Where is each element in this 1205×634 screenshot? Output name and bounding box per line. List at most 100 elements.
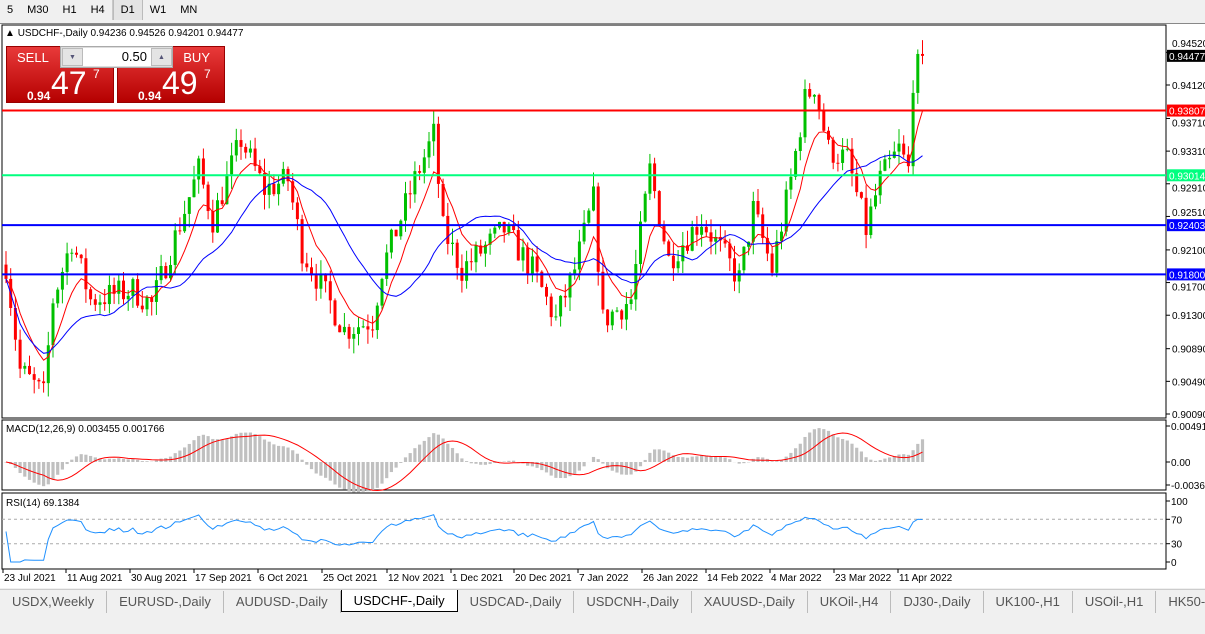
lot-size-stepper[interactable]: ▼ 0.50 ▲: [60, 46, 173, 68]
candle-body: [103, 302, 106, 304]
macd-histogram-bar: [319, 462, 322, 476]
candle: [409, 181, 412, 209]
macd-histogram-bar: [695, 456, 698, 462]
candle-body: [667, 241, 670, 255]
candle: [146, 295, 149, 316]
candle-body: [630, 299, 633, 304]
date-tick-label: 17 Sep 2021: [195, 573, 252, 584]
candle-body: [221, 200, 224, 204]
rsi-pane-frame: [2, 493, 1166, 569]
candle-body: [390, 230, 393, 253]
candle: [131, 277, 134, 307]
date-tick-label: 12 Nov 2021: [388, 573, 445, 584]
candle-body: [338, 325, 341, 332]
tab-usdcad-daily[interactable]: USDCAD-,Daily: [458, 591, 575, 613]
candle: [700, 214, 703, 246]
candle: [301, 215, 304, 272]
candle: [738, 263, 741, 293]
candle-body: [921, 54, 924, 56]
tab-audusd-daily[interactable]: AUDUSD-,Daily: [224, 591, 341, 613]
candle-body: [211, 211, 214, 232]
macd-histogram-bar: [418, 445, 421, 462]
candle-body: [860, 192, 863, 198]
price-tick-label: 0.92100: [1172, 246, 1205, 257]
macd-histogram-bar: [677, 457, 680, 462]
macd-histogram-bar: [47, 462, 50, 484]
candle: [432, 111, 435, 155]
candle: [564, 284, 567, 307]
candle: [587, 208, 590, 224]
macd-histogram-bar: [550, 462, 553, 476]
candle-body: [357, 327, 360, 334]
candle: [240, 129, 243, 159]
date-tick-label: 1 Dec 2021: [452, 573, 504, 584]
macd-histogram-bar: [183, 447, 186, 462]
rsi-tick-label: 100: [1171, 497, 1188, 508]
candle: [493, 226, 496, 238]
candle: [103, 289, 106, 311]
candle: [94, 294, 97, 311]
tab-dj30-daily[interactable]: DJ30-,Daily: [891, 591, 983, 613]
lot-size-input[interactable]: 0.50: [83, 48, 151, 66]
candle-body: [799, 137, 802, 151]
date-tick-label: 6 Oct 2021: [259, 573, 308, 584]
lot-decrease-icon[interactable]: ▼: [62, 48, 83, 66]
candle-body: [658, 191, 661, 226]
macd-histogram-bar: [545, 462, 548, 472]
tab-hk50-h1[interactable]: HK50-,H1: [1156, 591, 1205, 613]
candle: [28, 356, 31, 375]
macd-histogram-bar: [512, 461, 515, 462]
lot-increase-icon[interactable]: ▲: [151, 48, 172, 66]
date-tick-label: 11 Aug 2021: [67, 573, 123, 584]
tab-eurusd-daily[interactable]: EURUSD-,Daily: [107, 591, 224, 613]
candle-body: [808, 89, 811, 97]
macd-histogram-bar: [395, 462, 398, 468]
tab-usoil-h1[interactable]: USOil-,H1: [1073, 591, 1157, 613]
macd-histogram-bar: [380, 462, 383, 484]
candle-body: [451, 243, 454, 244]
candle: [742, 246, 745, 274]
tab-ukoil-h4[interactable]: UKOil-,H4: [808, 591, 892, 613]
macd-histogram-bar: [446, 444, 449, 462]
macd-histogram-bar: [620, 462, 623, 474]
candle-body: [80, 255, 83, 258]
macd-histogram-bar: [489, 462, 492, 464]
tab-usdcnh-daily[interactable]: USDCNH-,Daily: [574, 591, 691, 613]
macd-histogram-bar: [465, 461, 468, 462]
candle: [399, 219, 402, 239]
candle-body: [559, 296, 562, 317]
tab-xauusd-daily[interactable]: XAUUSD-,Daily: [692, 591, 808, 613]
tab-usdx-weekly[interactable]: USDX,Weekly: [0, 591, 107, 613]
candle: [390, 229, 393, 259]
macd-histogram-bar: [51, 462, 54, 480]
candle: [244, 143, 247, 158]
macd-histogram-bar: [254, 434, 257, 462]
candle-body: [475, 245, 478, 262]
candle-body: [677, 261, 680, 268]
buy-price-fraction: 7: [204, 67, 211, 81]
candle: [75, 247, 78, 258]
macd-histogram-bar: [639, 462, 642, 466]
candle-body: [606, 310, 609, 326]
candle: [319, 260, 322, 298]
candle-body: [366, 326, 369, 329]
macd-histogram-bar: [122, 459, 125, 462]
collapse-triangle-icon[interactable]: ▲: [5, 28, 15, 39]
macd-histogram-bar: [329, 462, 332, 481]
candle-body: [70, 253, 73, 254]
candle: [113, 278, 116, 304]
candle-body: [691, 227, 694, 251]
candle-body: [592, 186, 595, 210]
candle: [19, 330, 22, 378]
macd-histogram-bar: [291, 450, 294, 462]
macd-label: MACD(12,26,9) 0.003455 0.001766: [6, 424, 164, 435]
tab-usdchf-daily[interactable]: USDCHF-,Daily: [341, 590, 458, 612]
macd-histogram-bar: [268, 442, 271, 462]
tab-uk100-h1[interactable]: UK100-,H1: [984, 591, 1073, 613]
macd-histogram-bar: [117, 458, 120, 462]
macd-histogram-bar: [474, 462, 477, 464]
macd-histogram-bar: [573, 462, 576, 474]
candle: [531, 248, 534, 282]
candle: [89, 287, 92, 305]
macd-histogram-bar: [451, 448, 454, 462]
